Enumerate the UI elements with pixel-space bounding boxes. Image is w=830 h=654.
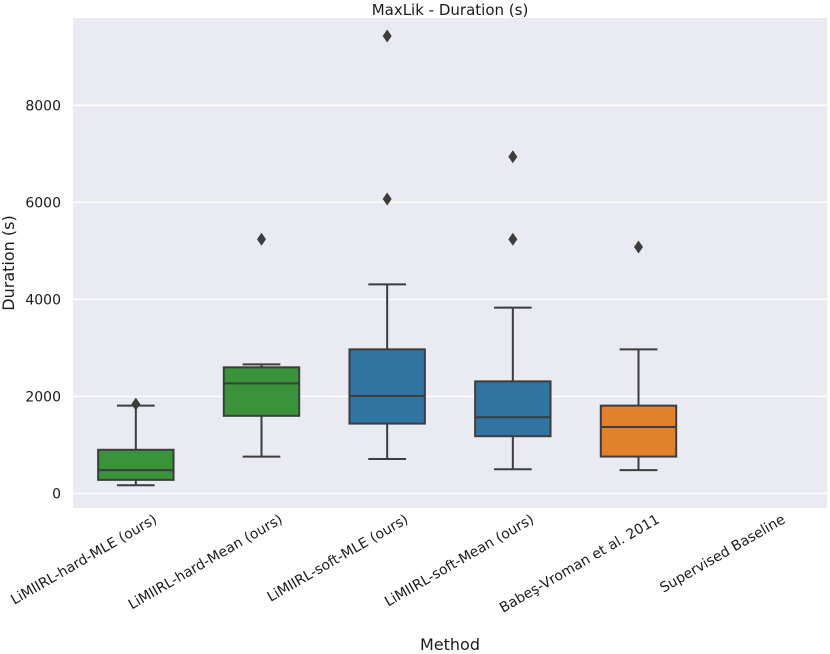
outlier-point-1 [382,192,392,206]
box-group-2 [222,232,301,458]
y-tick-labels: 0 2000 4000 6000 8000 [25,98,61,502]
outlier-point-1 [131,397,141,411]
boxes [97,29,678,487]
y-tick-label-6000: 6000 [25,195,61,211]
y-axis-label: Duration (s) [0,215,18,310]
y-tick-label-2000: 2000 [25,389,61,405]
x-axis-label: Method [420,635,480,654]
grid-lines [73,104,827,495]
y-tick-label-0: 0 [52,486,61,502]
iqr-box [222,366,301,417]
y-tick-label-4000: 4000 [25,292,61,308]
box-group-3 [348,29,426,460]
outlier-point-2 [382,29,392,43]
outlier-point-1 [634,240,643,254]
iqr-box [348,348,426,425]
x-tick-labels: LiMIIRL-hard-MLE (ours)LiMIIRL-hard-Mean… [8,512,788,617]
iqr-box [599,404,678,458]
outlier-point-1 [257,232,266,246]
box-group-4 [474,150,552,471]
outlier-point-1 [508,232,518,246]
outlier-point-2 [508,150,518,164]
x-tick-label-6: Supervised Baseline [657,512,788,597]
iqr-box [97,448,175,481]
y-tick-label-8000: 8000 [25,98,61,114]
plot-background [73,18,827,508]
iqr-box [474,380,552,438]
chart-title: MaxLik - Duration (s) [372,1,529,19]
box-group-5 [599,240,678,472]
box-group-1 [97,397,175,487]
